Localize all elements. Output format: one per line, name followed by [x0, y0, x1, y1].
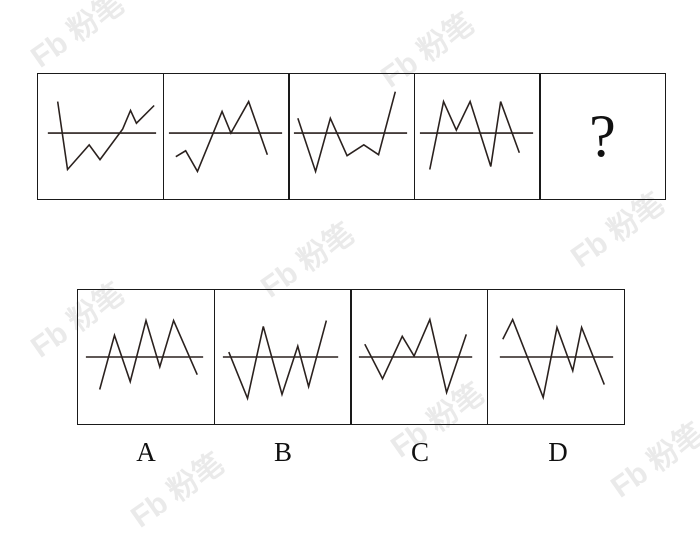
zigzag-figure-icon: [168, 99, 282, 174]
question-mark: ?: [589, 103, 616, 169]
zigzag-figure-icon: [358, 317, 473, 396]
option-c-panel[interactable]: [350, 289, 488, 425]
zigzag-figure-icon: [85, 317, 204, 390]
option-label-a: A: [136, 437, 156, 467]
answer-placeholder-panel[interactable]: ?: [539, 73, 666, 200]
zigzag-figure-icon: [222, 320, 338, 402]
zigzag-figure-icon: [419, 99, 533, 170]
question-panel-3: [288, 73, 415, 200]
option-label-c: C: [410, 437, 429, 467]
watermark-logo: Fb 粉笔: [25, 0, 131, 75]
question-row: ?: [37, 73, 666, 200]
option-b-panel[interactable]: [213, 289, 352, 425]
question-panel-2: [162, 73, 290, 200]
zigzag-figure-icon: [499, 317, 613, 401]
option-label-d: D: [548, 437, 568, 467]
question-panel-1: [37, 73, 164, 200]
question-panel-4: [413, 73, 541, 200]
option-d-panel[interactable]: [486, 289, 625, 425]
zigzag-figure-icon: [47, 101, 157, 172]
option-a-panel[interactable]: [77, 289, 215, 425]
zigzag-figure-icon: [293, 91, 408, 175]
options-row: [77, 289, 625, 425]
option-label-b: B: [273, 437, 292, 467]
